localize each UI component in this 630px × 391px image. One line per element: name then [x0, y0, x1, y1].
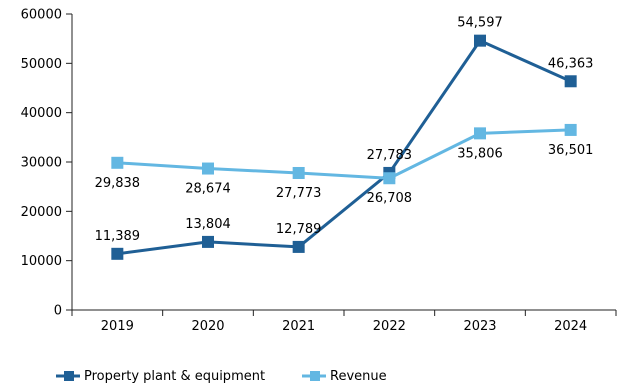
series-line-0: [115, 39, 573, 256]
data-point-1-2: [292, 166, 305, 179]
data-label-1-2: 27,773: [276, 186, 322, 201]
y-tick-label: 60000: [21, 8, 62, 23]
legend-marker-1: [310, 371, 320, 381]
data-point-1-5: [564, 123, 577, 136]
data-point-0-4: [474, 34, 486, 47]
y-tick-label: 30000: [21, 156, 62, 171]
legend-marker-0: [64, 371, 74, 381]
data-point-0-2: [292, 240, 305, 253]
data-point-1-0: [111, 156, 124, 169]
data-point-0-1: [202, 235, 214, 248]
data-point-0-5: [564, 75, 577, 88]
data-label-1-4: 35,806: [457, 146, 503, 161]
x-tick-label: 2021: [282, 319, 315, 334]
data-label-1-0: 29,838: [95, 176, 141, 191]
data-label-0-5: 46,363: [548, 56, 594, 71]
series-line-1: [115, 128, 573, 180]
data-label-0-3: 27,783: [367, 148, 413, 163]
x-tick-label: 2019: [101, 319, 134, 334]
y-tick-label: 40000: [21, 106, 62, 121]
data-label-0-1: 13,804: [185, 217, 231, 232]
x-tick-label: 2022: [373, 319, 406, 334]
x-tick-label: 2020: [191, 319, 224, 334]
data-label-0-4: 54,597: [457, 16, 503, 31]
y-tick-label: 20000: [21, 205, 62, 220]
data-point-1-3: [383, 172, 396, 185]
data-label-1-5: 36,501: [548, 143, 594, 158]
data-point-0-0: [111, 247, 124, 260]
y-tick-label: 50000: [21, 57, 62, 72]
y-tick-label: 10000: [21, 254, 62, 269]
legend-label-1: Revenue: [330, 369, 387, 384]
data-label-0-2: 12,789: [276, 222, 322, 237]
data-point-1-1: [202, 162, 214, 175]
x-tick-label: 2023: [463, 319, 496, 334]
data-label-1-1: 28,674: [185, 182, 231, 197]
data-label-1-3: 26,708: [367, 191, 413, 206]
legend-label-0: Property plant & equipment: [84, 369, 265, 384]
y-tick-label: 0: [54, 304, 62, 319]
data-point-1-4: [474, 127, 486, 140]
data-label-0-0: 11,389: [95, 229, 141, 244]
x-tick-label: 2024: [554, 319, 587, 334]
